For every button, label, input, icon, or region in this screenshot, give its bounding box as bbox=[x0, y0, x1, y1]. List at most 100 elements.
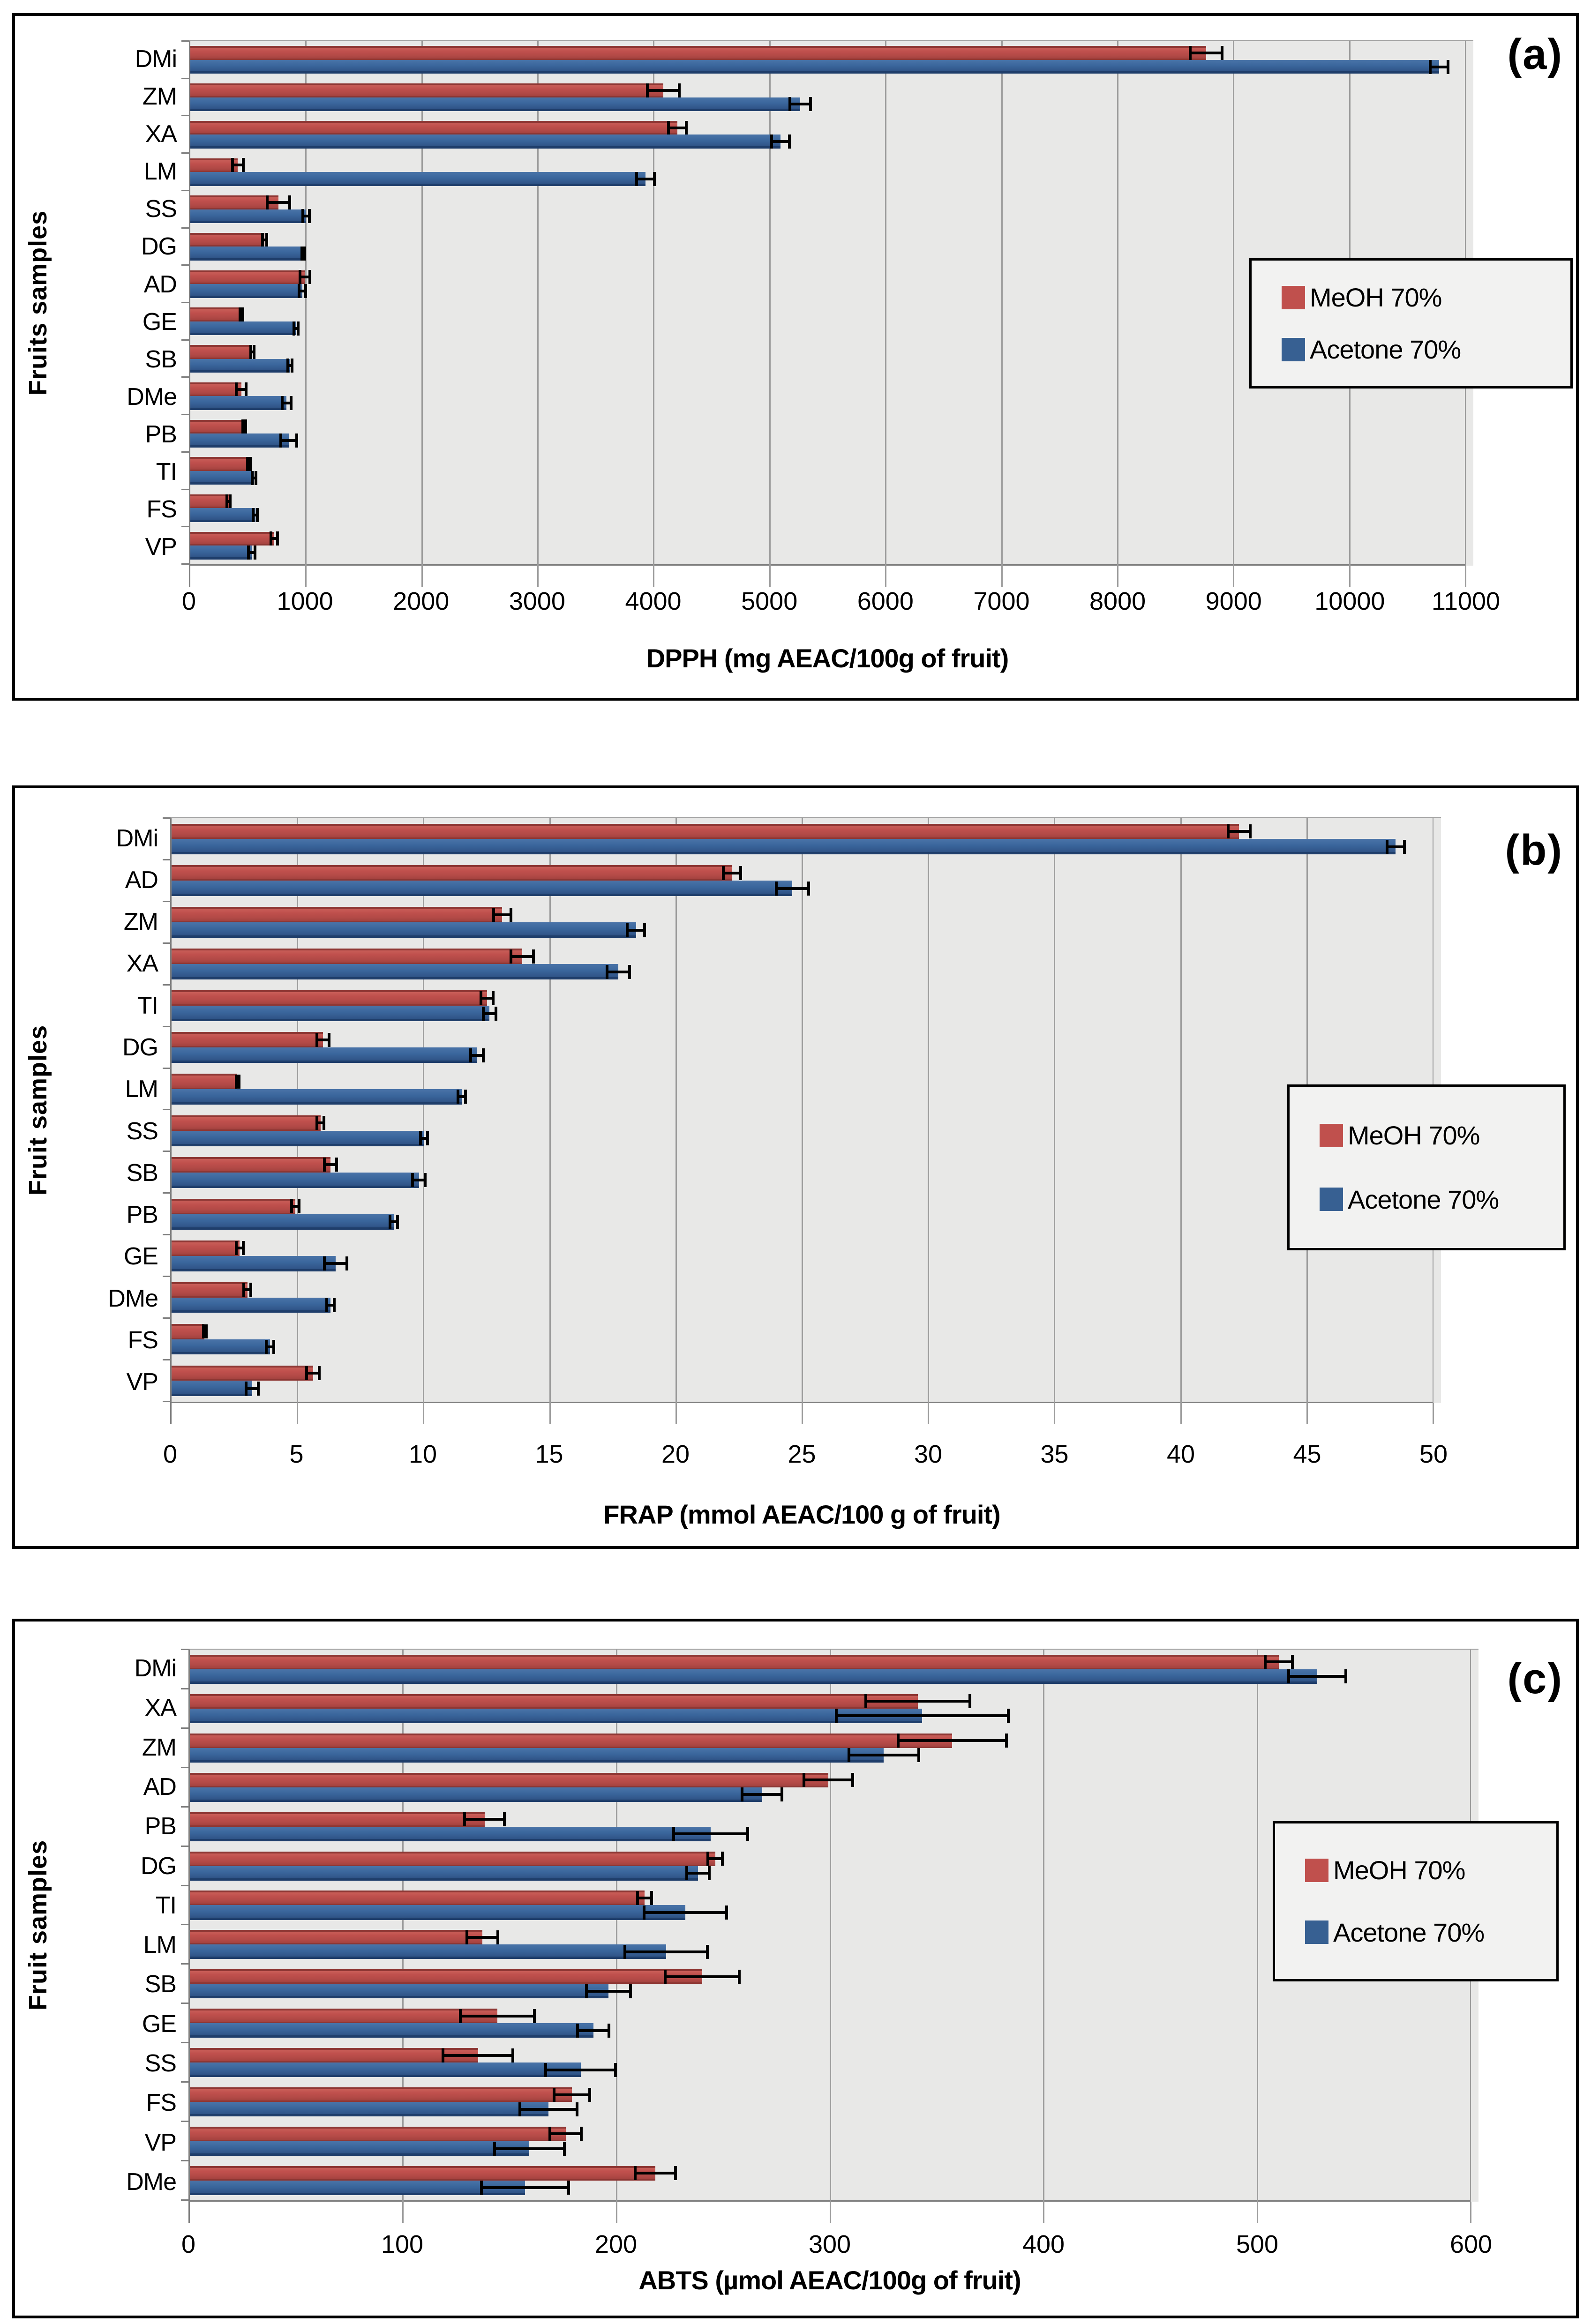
bar-track bbox=[190, 2087, 1471, 2102]
bar-track bbox=[190, 457, 1466, 471]
legend-label-acetone: Acetone 70% bbox=[1310, 335, 1461, 364]
error-bar bbox=[463, 1812, 506, 1827]
bar-group bbox=[181, 2161, 1471, 2201]
bar-meoh bbox=[190, 1654, 1279, 1669]
bar-rows bbox=[181, 1649, 1471, 2201]
x-tick-label: 0 bbox=[181, 587, 196, 615]
bar-track bbox=[190, 382, 1466, 396]
bar-acetone bbox=[190, 2023, 593, 2038]
bar-track bbox=[190, 1787, 1471, 1802]
bar-meoh bbox=[190, 2166, 655, 2181]
bar-track bbox=[172, 1282, 1433, 1298]
category-label: SB bbox=[126, 1159, 158, 1187]
bar-track bbox=[172, 1074, 1433, 1089]
error-bar bbox=[290, 1199, 300, 1214]
error-bar bbox=[389, 1215, 399, 1229]
category-label: ZM bbox=[123, 908, 158, 936]
error-bar bbox=[419, 1131, 429, 1146]
error-bar bbox=[642, 1906, 728, 1920]
bar-track bbox=[190, 270, 1466, 284]
bar-track bbox=[190, 46, 1466, 60]
gridline bbox=[615, 1650, 617, 2223]
bar-meoh bbox=[190, 158, 238, 172]
bar-group bbox=[163, 1193, 1433, 1236]
category-label: AD bbox=[125, 866, 158, 894]
bar-track bbox=[190, 1694, 1471, 1709]
bar-track bbox=[172, 1157, 1433, 1173]
bar-acetone bbox=[172, 1047, 477, 1063]
legend: MeOH 70% Acetone 70% bbox=[1249, 258, 1573, 389]
legend-label-meoh: MeOH 70% bbox=[1310, 283, 1442, 312]
gridline bbox=[537, 41, 539, 587]
x-tick-label: 400 bbox=[1022, 2230, 1065, 2258]
bar-group bbox=[181, 228, 1466, 266]
bar-acetone bbox=[190, 2141, 530, 2156]
legend-label-meoh: MeOH 70% bbox=[1348, 1121, 1480, 1151]
x-tick-label: 100 bbox=[381, 2230, 424, 2258]
bar-track bbox=[190, 433, 1466, 448]
bar-track bbox=[190, 209, 1466, 224]
bar-group bbox=[181, 2003, 1471, 2044]
category-label: SS bbox=[145, 195, 177, 223]
panel-letter: (a) bbox=[1507, 30, 1563, 78]
error-bar bbox=[646, 83, 681, 97]
category-label: LM bbox=[143, 1931, 177, 1959]
gridline bbox=[421, 41, 423, 587]
category-label: DMe bbox=[108, 1285, 158, 1312]
bar-group bbox=[181, 41, 1466, 79]
chart-panel-a: Fruits samples DMi ZM XA LM SS DG AD GE SB DMe PB T… bbox=[12, 13, 1579, 701]
error-bar bbox=[292, 321, 300, 336]
error-bar bbox=[469, 1048, 485, 1062]
bar-acetone bbox=[190, 172, 645, 186]
bar-track bbox=[172, 1172, 1433, 1188]
x-tick-label: 200 bbox=[594, 2230, 638, 2258]
bar-meoh bbox=[190, 46, 1206, 60]
x-tick-label: 50 bbox=[1419, 1440, 1448, 1468]
error-bar bbox=[279, 433, 299, 448]
error-bar bbox=[315, 1032, 331, 1047]
bar-meoh bbox=[190, 2009, 497, 2024]
error-bar bbox=[305, 1366, 321, 1380]
bar-group bbox=[181, 1886, 1471, 1926]
bar-acetone bbox=[190, 1984, 608, 1999]
bar-meoh bbox=[172, 990, 487, 1006]
bar-group bbox=[181, 1964, 1471, 2004]
error-bar bbox=[249, 344, 255, 359]
error-bar bbox=[234, 1074, 240, 1089]
bar-meoh bbox=[190, 1812, 485, 1827]
bar-track bbox=[172, 1006, 1433, 1022]
category-label: GE bbox=[142, 2010, 177, 2038]
category-label: VP bbox=[145, 533, 177, 561]
x-tick-label: 7000 bbox=[973, 587, 1030, 615]
bar-track bbox=[190, 1891, 1471, 1906]
error-bar bbox=[847, 1748, 920, 1763]
bar-track bbox=[172, 1297, 1433, 1313]
bar-group bbox=[181, 1925, 1471, 1965]
legend-item-meoh: MeOH 70% bbox=[1320, 1120, 1563, 1151]
bar-group bbox=[181, 1768, 1471, 1808]
bar-meoh bbox=[172, 1240, 240, 1256]
bar-acetone bbox=[190, 321, 296, 336]
bar-track bbox=[190, 60, 1466, 74]
error-bar bbox=[270, 531, 279, 546]
bar-acetone bbox=[190, 1866, 698, 1881]
category-label: ZM bbox=[142, 1734, 177, 1761]
bar-meoh bbox=[172, 1074, 237, 1089]
category-label: VP bbox=[126, 1368, 158, 1396]
bar-group bbox=[163, 902, 1433, 944]
bar-track bbox=[190, 1812, 1471, 1827]
bar-meoh bbox=[190, 195, 278, 209]
error-bar bbox=[300, 247, 307, 261]
bar-acetone bbox=[172, 922, 636, 938]
error-bar bbox=[1287, 1669, 1347, 1684]
x-tick-label: 3000 bbox=[509, 587, 565, 615]
bar-track bbox=[190, 1866, 1471, 1881]
gridline bbox=[829, 1650, 831, 2223]
x-axis-title: DPPH (mg AEAC/100g of fruit) bbox=[646, 643, 1009, 673]
bar-acetone bbox=[190, 284, 302, 298]
legend: MeOH 70% Acetone 70% bbox=[1287, 1084, 1566, 1250]
bar-track bbox=[172, 1365, 1433, 1381]
bar-track bbox=[190, 232, 1466, 247]
bar-group bbox=[163, 860, 1433, 902]
bar-acetone bbox=[172, 1130, 424, 1146]
